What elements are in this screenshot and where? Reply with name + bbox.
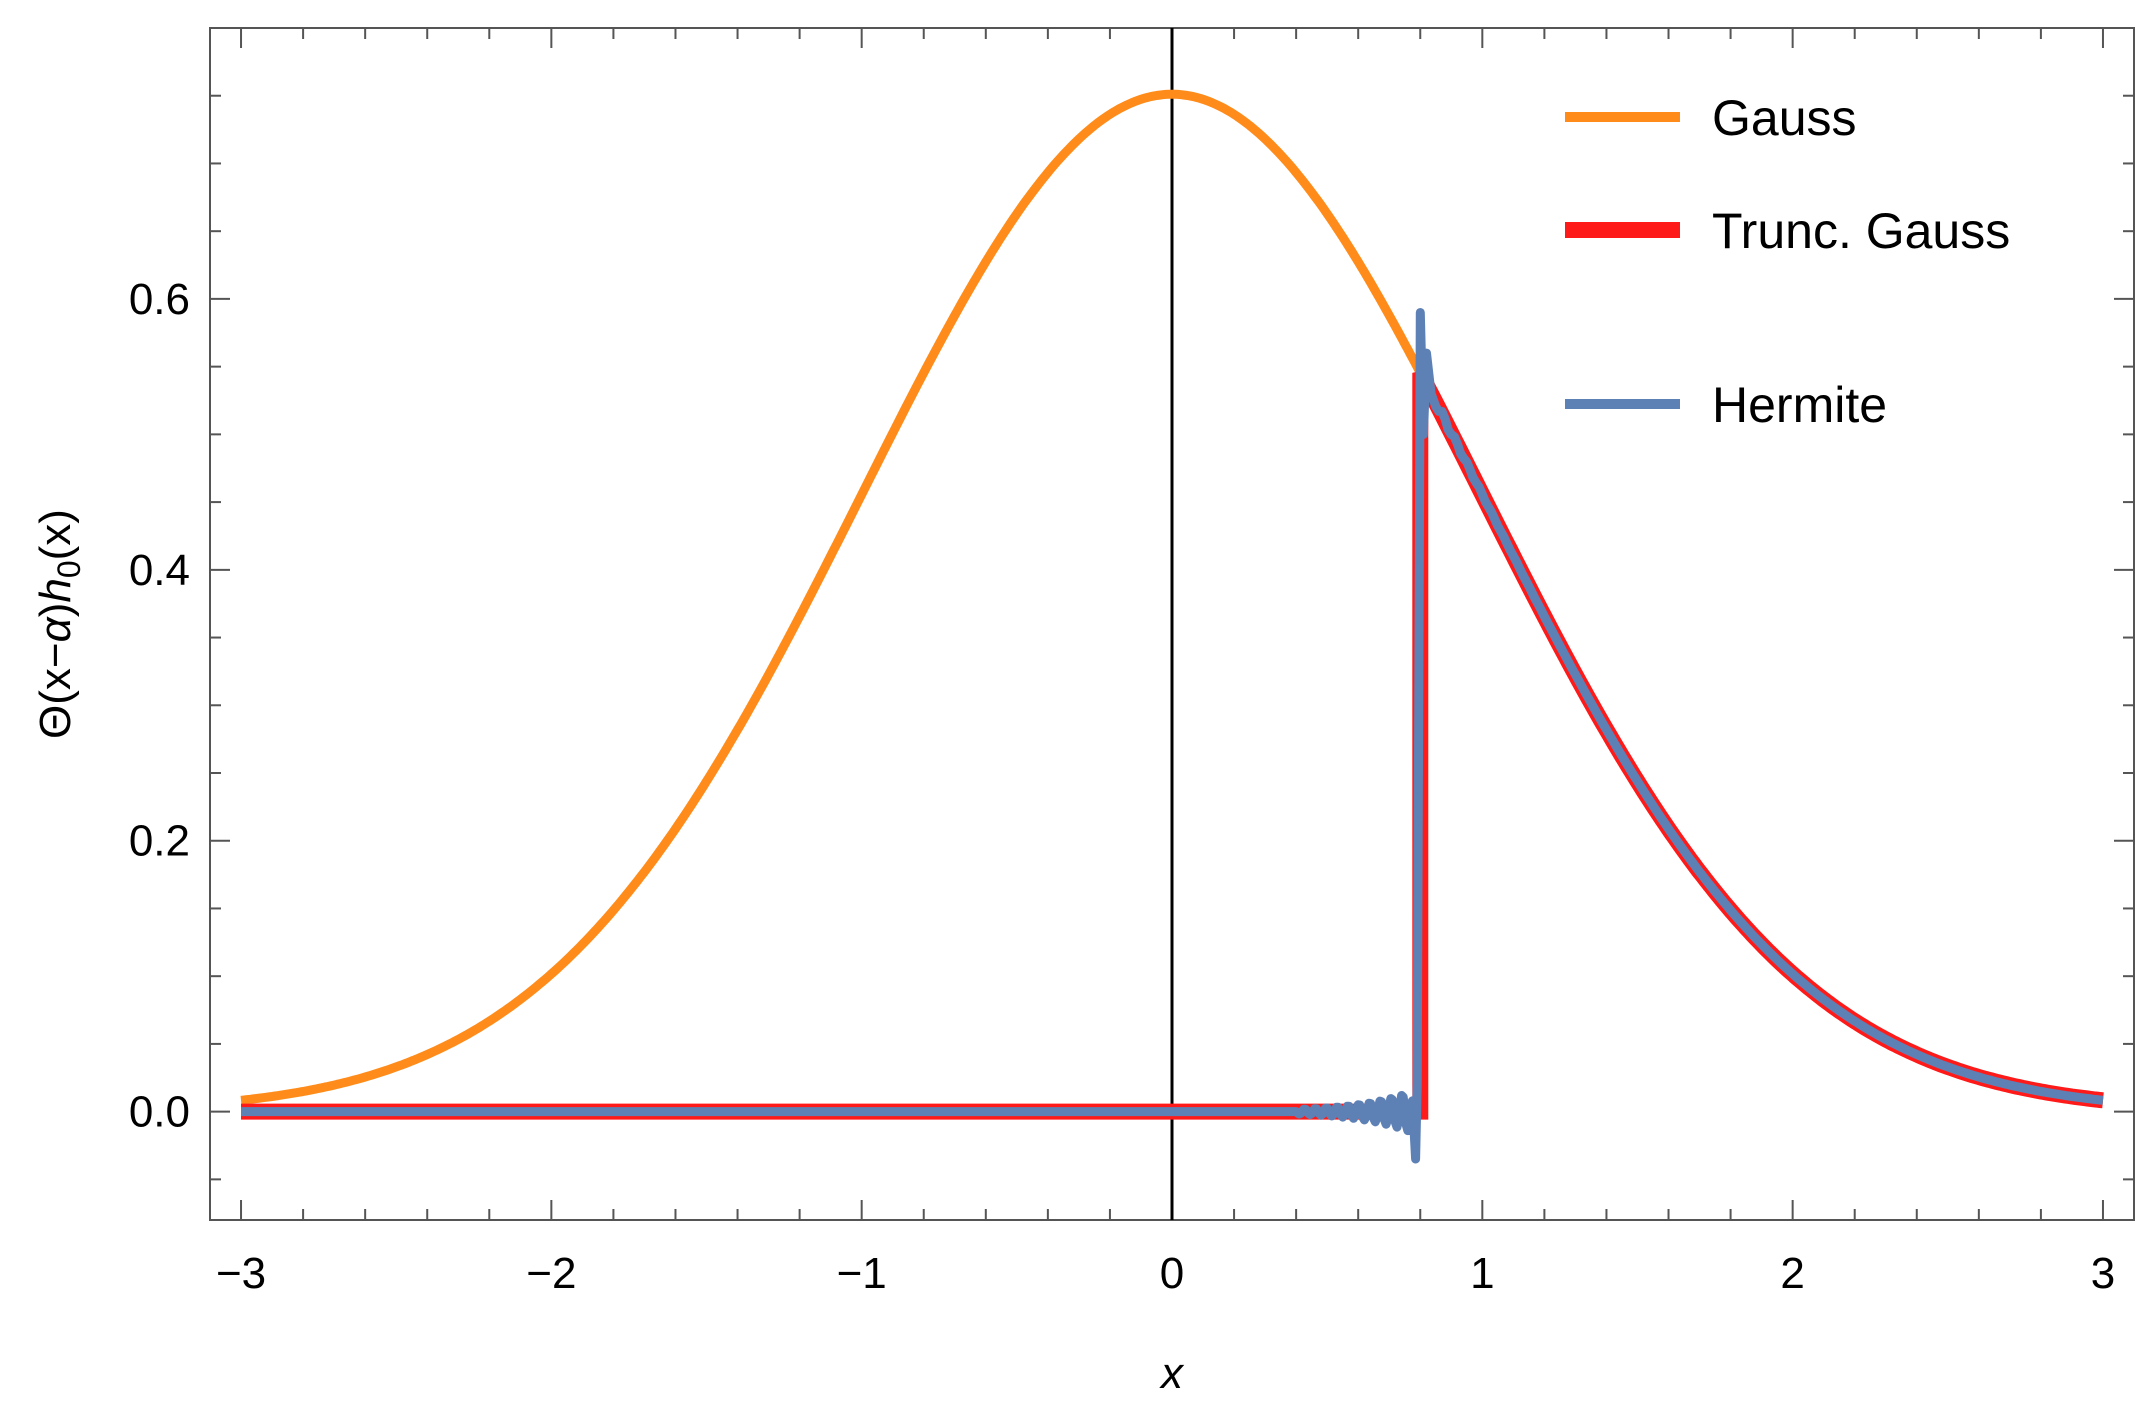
x-tick-label: 3 (2091, 1249, 2115, 1298)
y-axis-label: Θ(x−α)h0(x) (31, 509, 87, 739)
axis-ticks (210, 27, 2134, 1220)
y-axis-label-part-4: 0 (51, 560, 87, 578)
x-tick-label: −2 (526, 1249, 576, 1298)
curves (238, 89, 2105, 1164)
y-axis-label-part-5: (x) (31, 509, 80, 560)
y-axis-label-part-0: Θ(x− (31, 642, 80, 739)
series-hermite-line (238, 308, 2105, 1164)
y-tick-label: 0.2 (129, 817, 190, 866)
legend-label-hermite: Hermite (1712, 377, 1887, 433)
x-tick-label: −1 (837, 1249, 887, 1298)
y-tick-label: 0.4 (129, 546, 190, 595)
x-tick-label: 2 (1780, 1249, 1804, 1298)
y-tick-label: 0.0 (129, 1088, 190, 1137)
x-tick-label: −3 (216, 1249, 266, 1298)
legend-label-trunc-gauss: Trunc. Gauss (1712, 203, 2010, 259)
x-tick-label: 0 (1160, 1249, 1184, 1298)
y-axis-label-part-2: ) (31, 603, 80, 618)
y-axis-label-part-1: α (31, 615, 80, 642)
x-axis-label: x (1159, 1349, 1185, 1398)
y-axis-label-part-3: h (31, 578, 80, 602)
legend: Gauss Trunc. Gauss Hermite (1565, 90, 2010, 433)
legend-label-gauss: Gauss (1712, 90, 1857, 146)
y-tick-label: 0.6 (129, 275, 190, 324)
x-tick-labels: −3 −2 −1 0 1 2 3 (216, 1249, 2115, 1298)
y-tick-labels: 0.0 0.2 0.4 0.6 (129, 275, 190, 1137)
x-tick-label: 1 (1470, 1249, 1494, 1298)
